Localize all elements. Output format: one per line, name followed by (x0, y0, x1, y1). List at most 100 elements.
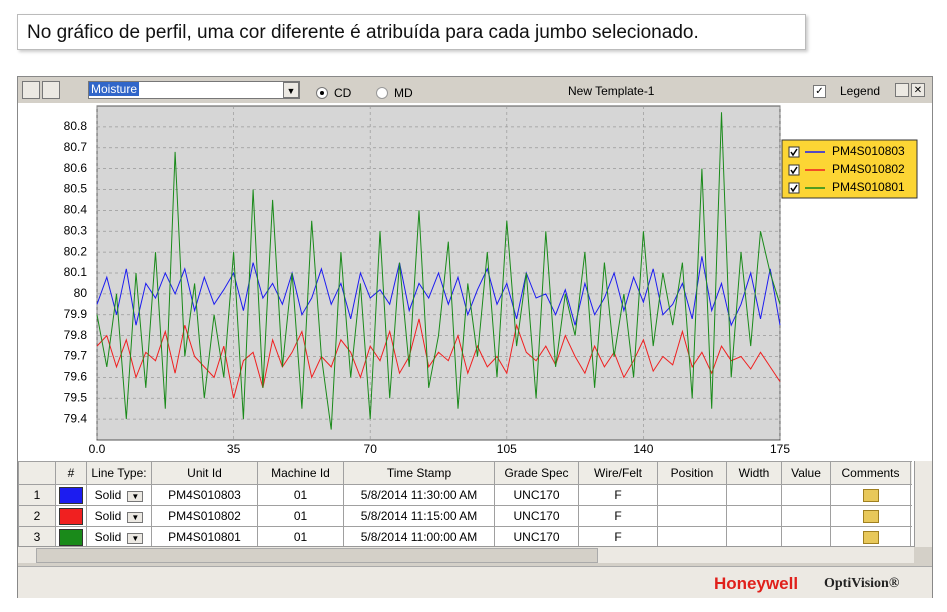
legend-check (790, 166, 798, 175)
legend-check (790, 148, 798, 157)
y-tick-label: 80.4 (64, 203, 88, 217)
minimize-button[interactable] (895, 83, 909, 97)
empty-cell (781, 526, 831, 547)
empty-cell (781, 505, 831, 527)
series-line (96, 256, 781, 327)
table-cell: PM4S010803 (151, 484, 258, 506)
table-cell: F (578, 484, 658, 506)
comment-icon (862, 488, 879, 502)
legend-check (790, 184, 798, 193)
header-row: # Line Type: Unit Id Machine Id Time Stamp Gr… (18, 461, 930, 485)
column-header: Comments (830, 461, 911, 485)
column-header: Wire/Felt (578, 461, 658, 485)
line-type-cell[interactable]: Solid ▼ (86, 484, 152, 506)
table-cell: 5/8/2014 11:15:00 AM (343, 505, 495, 527)
brand: Honeywell (714, 574, 799, 593)
empty-cell (726, 484, 782, 506)
series-line (96, 112, 781, 430)
y-tick-label: 79.8 (64, 328, 88, 342)
empty-cell (657, 526, 727, 547)
radio-cd[interactable] (316, 87, 328, 99)
y-tick-label: 79.4 (64, 411, 88, 425)
radio-md-label: MD (394, 86, 413, 100)
y-tick-label: 79.9 (64, 307, 88, 321)
unit-table: # Line Type: Unit Id Machine Id Time Stamp Gr… (18, 461, 930, 547)
line-type-arrow: ▼ (127, 512, 144, 523)
y-tick-label: 80.5 (64, 182, 88, 196)
x-tick-label: 0.0 (89, 442, 106, 456)
row-number: 2 (18, 505, 56, 527)
line-type: Solid (94, 530, 122, 544)
y-tick-label: 80.1 (64, 265, 88, 279)
column-header: Grade Spec (494, 461, 579, 485)
row-number: 3 (18, 526, 56, 547)
legend-checkbox[interactable] (788, 146, 800, 158)
y-tick-label: 79.5 (64, 390, 88, 404)
row-number: 1 (18, 484, 56, 506)
line-type-cell[interactable]: Solid ▼ (86, 505, 152, 527)
close-button[interactable]: ✕ (911, 83, 925, 97)
product: OptiVision® (824, 576, 900, 591)
series-line (96, 318, 781, 399)
color-swatch-cell (55, 484, 87, 506)
y-tick-label: 80.6 (64, 161, 88, 175)
table-cell: 01 (257, 505, 344, 527)
x-tick-label: 35 (227, 442, 241, 456)
legend-toggle-label: Legend (840, 84, 881, 98)
comments-cell (830, 484, 911, 506)
x-tick-label: 175 (770, 442, 790, 456)
line-type-arrow: ▼ (127, 491, 144, 502)
legend-label: PM4S010802 (832, 162, 905, 176)
empty-cell (781, 484, 831, 506)
legend-label: PM4S010801 (832, 180, 905, 194)
legend-label: PM4S010803 (832, 144, 905, 158)
legend-checkbox[interactable] (788, 164, 800, 176)
column-header: Position (657, 461, 727, 485)
comment-icon (862, 509, 879, 523)
table-cell: UNC170 (494, 526, 579, 547)
table-cell: 01 (257, 484, 344, 506)
color-swatch-cell (55, 505, 87, 527)
comment-icon (862, 530, 879, 544)
column-header: Time Stamp (343, 461, 495, 485)
column-header: Machine Id (257, 461, 344, 485)
table-cell: PM4S010802 (151, 505, 258, 527)
color-swatch (59, 507, 83, 525)
line-type-cell[interactable]: Solid ▼ (86, 526, 152, 547)
horizontal-scrollbar[interactable] (18, 546, 914, 563)
table-row: 1 Solid ▼ PM4S010803 01 5/8/2014 11:30:00 AM U… (18, 484, 930, 506)
radio-md[interactable] (376, 87, 388, 99)
measurement-dropdown[interactable]: Moisture ▼ (88, 81, 300, 99)
color-swatch-cell (55, 526, 87, 547)
table-row: 3 Solid ▼ PM4S010801 01 5/8/2014 11:00:00 AM U… (18, 526, 930, 547)
empty-cell (726, 505, 782, 527)
empty-cell (657, 484, 727, 506)
column-header: Value (781, 461, 831, 485)
y-tick-label: 80.8 (64, 119, 88, 133)
legend-checkbox[interactable]: ✓ (813, 85, 826, 98)
legend-box (781, 139, 918, 199)
y-tick-label: 80 (74, 286, 88, 300)
chart-view-button[interactable] (22, 81, 40, 99)
table-cell: 5/8/2014 11:00:00 AM (343, 526, 495, 547)
dropdown-arrow[interactable]: ▼ (283, 82, 299, 98)
line-type-arrow: ▼ (127, 533, 144, 544)
table-cell: 5/8/2014 11:30:00 AM (343, 484, 495, 506)
column-header: # (55, 461, 87, 485)
line-type: Solid (94, 488, 122, 502)
table-view-button[interactable] (42, 81, 60, 99)
table-area: # Line Type: Unit Id Machine Id Time Stamp Gr… (18, 461, 932, 547)
y-tick-label: 80.3 (64, 223, 88, 237)
y-tick-label: 80.2 (64, 244, 88, 258)
line-type: Solid (94, 509, 122, 523)
comments-cell (830, 505, 911, 527)
chart: 79.4 79.5 79.6 79.7 79.8 79.9 80 80.1 80.2 80.3 80… (64, 105, 918, 456)
status-bar: Honeywell OptiVision® (18, 566, 932, 598)
empty-cell (657, 505, 727, 527)
x-tick-label: 140 (633, 442, 653, 456)
table-cell: UNC170 (494, 484, 579, 506)
vertical-scrollbar[interactable] (914, 461, 932, 547)
table-cell: 01 (257, 526, 344, 547)
legend-checkbox[interactable] (788, 182, 800, 194)
